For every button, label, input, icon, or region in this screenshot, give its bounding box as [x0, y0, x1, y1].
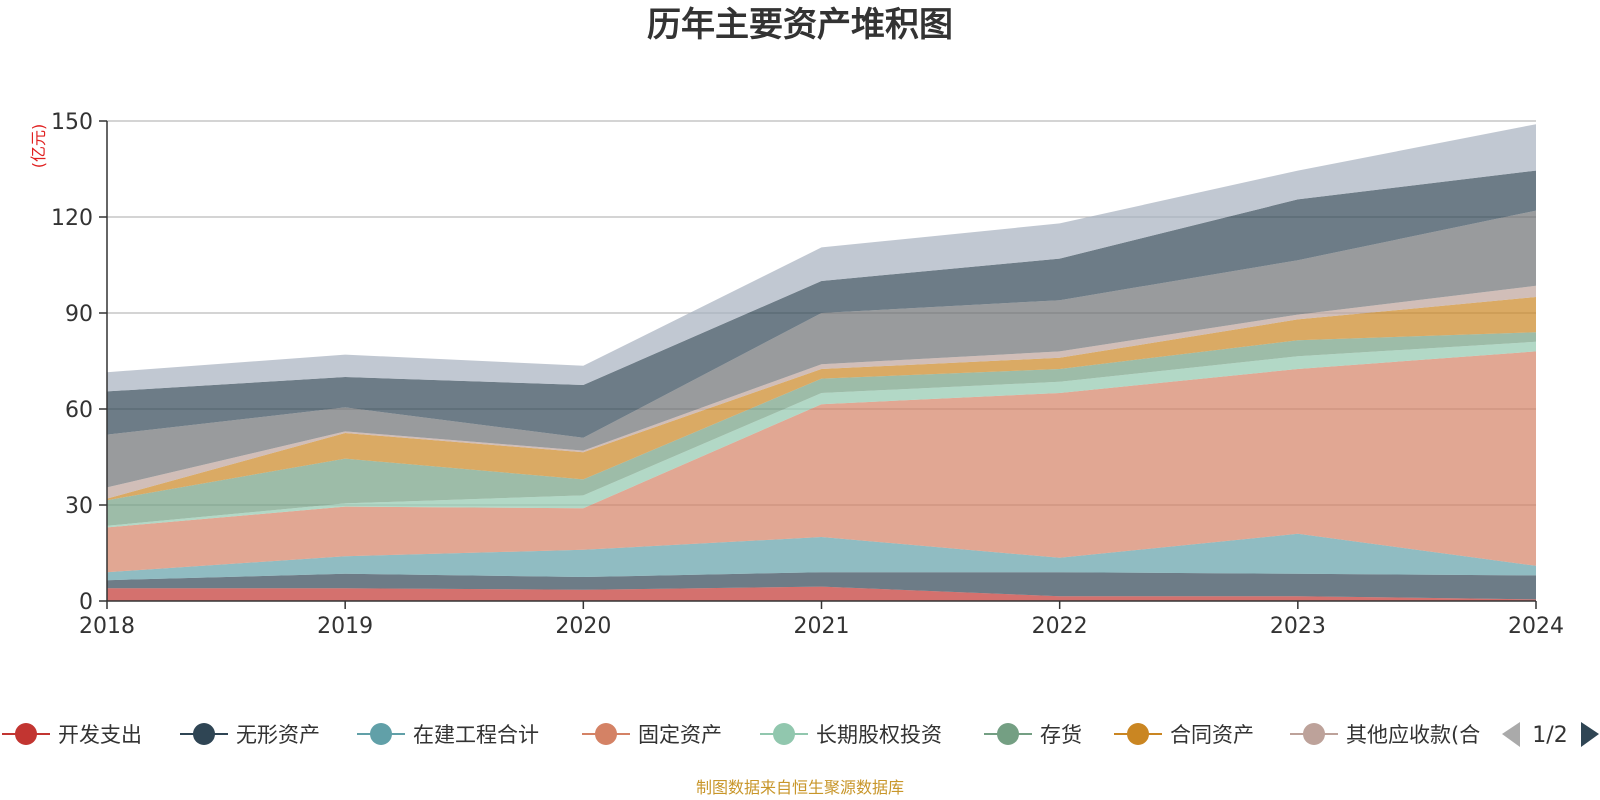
legend-marker-icon: [997, 723, 1019, 745]
x-tick-label: 2019: [317, 614, 373, 639]
legend-marker-icon: [773, 723, 795, 745]
legend-prev-icon[interactable]: [1502, 722, 1520, 747]
legend-page-indicator: 1/2: [1532, 723, 1567, 748]
legend-item[interactable]: 无形资产: [180, 723, 320, 747]
area-series-4: [107, 351, 1536, 573]
x-tick-label: 2018: [79, 614, 135, 639]
legend-item[interactable]: 存货: [984, 723, 1082, 747]
y-tick-label: 90: [65, 302, 93, 327]
legend-label[interactable]: 存货: [1040, 723, 1082, 747]
legend-marker-icon: [595, 723, 617, 745]
legend-pager[interactable]: 1/2: [1502, 722, 1599, 748]
y-tick-label: 0: [79, 590, 93, 615]
x-tick-label: 2024: [1508, 614, 1564, 639]
legend-marker-icon: [15, 723, 37, 745]
x-tick-label: 2023: [1270, 614, 1326, 639]
y-tick-label: 30: [65, 494, 93, 519]
legend-marker-icon: [193, 723, 215, 745]
area-series-11: [107, 124, 1536, 392]
legend-item[interactable]: 在建工程合计: [357, 723, 539, 747]
y-tick-label: 150: [51, 110, 93, 135]
legend-item[interactable]: 长期股权投资: [760, 723, 942, 747]
area-series-group: [107, 124, 1536, 601]
legend-label[interactable]: 其他应收款(合: [1346, 723, 1480, 747]
axes: 0 30 60 90 120 150 2018 2019 2020 2021 2022 2023 202…: [51, 110, 1564, 639]
legend-item[interactable]: 合同资产: [1114, 723, 1254, 747]
y-axis-unit: (亿元): [29, 124, 48, 169]
legend-label[interactable]: 合同资产: [1170, 723, 1254, 747]
area-series-6: [107, 332, 1536, 526]
legend-marker-icon: [1303, 723, 1325, 745]
legend-item[interactable]: 其他应收款(合: [1290, 723, 1480, 747]
legend[interactable]: 开发支出 无形资产 在建工程合计 固定资产 长期股权投资 存货 合同资产 其他应收款(合: [2, 723, 1480, 747]
area-series-3: [107, 533, 1536, 581]
legend-label[interactable]: 长期股权投资: [816, 723, 942, 747]
area-series-5: [107, 341, 1536, 528]
legend-label[interactable]: 在建工程合计: [413, 723, 539, 747]
y-tick-label: 60: [65, 398, 93, 423]
legend-next-icon[interactable]: [1581, 722, 1599, 747]
legend-marker-icon: [1127, 723, 1149, 745]
chart-title: 历年主要资产堆积图: [647, 5, 953, 45]
y-tick-label: 120: [51, 206, 93, 231]
x-tick-label: 2020: [555, 614, 611, 639]
legend-label[interactable]: 无形资产: [236, 723, 320, 747]
area-series-10: [107, 170, 1536, 438]
legend-label[interactable]: 开发支出: [58, 723, 142, 747]
data-source-note: 制图数据来自恒生聚源数据库: [696, 778, 904, 797]
area-series-7: [107, 297, 1536, 501]
area-series-8: [107, 285, 1536, 499]
area-series-9: [107, 210, 1536, 488]
x-tick-label: 2022: [1032, 614, 1088, 639]
legend-item[interactable]: 固定资产: [582, 723, 722, 747]
legend-label[interactable]: 固定资产: [638, 723, 722, 747]
area-series-2: [107, 572, 1536, 600]
x-tick-label: 2021: [794, 614, 850, 639]
legend-marker-icon: [370, 723, 392, 745]
area-series-1: [107, 586, 1536, 601]
legend-item[interactable]: 开发支出: [2, 723, 142, 747]
